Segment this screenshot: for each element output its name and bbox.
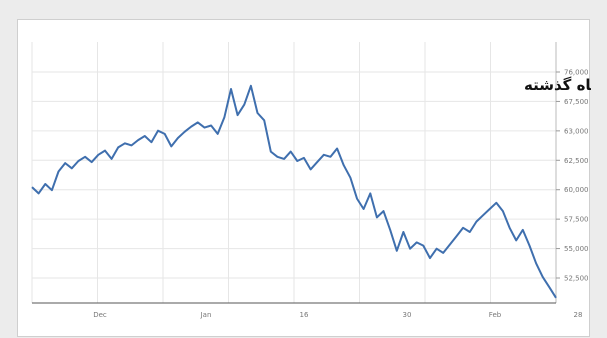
brent-price-chart: 76,000 67,500 63,000 62,500 60,000 57,500 55,0… (31, 42, 591, 319)
y-tick-label: 63,000 (564, 127, 589, 135)
x-tick-label: 28 (574, 311, 583, 319)
series-line (31, 84, 557, 299)
y-tick-label: 55,000 (564, 245, 589, 253)
y-tick-label: 76,000 (564, 69, 589, 77)
y-tick-label: 62,500 (564, 157, 589, 165)
x-tick-labels: Dec Jan 16 30 Feb 28 (93, 311, 582, 319)
x-tick-label: 30 (403, 311, 412, 319)
y-tick-label: 60,000 (564, 186, 589, 194)
x-tick-label: Dec (93, 311, 107, 319)
x-tick-label: 16 (300, 311, 309, 319)
x-tick-label: Feb (489, 311, 502, 319)
axes (32, 42, 557, 304)
chart-title: قیمت نفت برنت در ۳ ماه گذشته (524, 76, 591, 94)
y-tick-label: 57,500 (564, 216, 589, 224)
x-tick-label: Jan (200, 311, 212, 319)
y-tick-labels: 76,000 67,500 63,000 62,500 60,000 57,500 55,0… (556, 69, 589, 283)
gridlines (31, 42, 557, 303)
y-tick-label: 67,500 (564, 98, 589, 106)
chart-frame: 76,000 67,500 63,000 62,500 60,000 57,500 55,0… (17, 19, 591, 337)
y-tick-label: 52,500 (564, 275, 589, 283)
